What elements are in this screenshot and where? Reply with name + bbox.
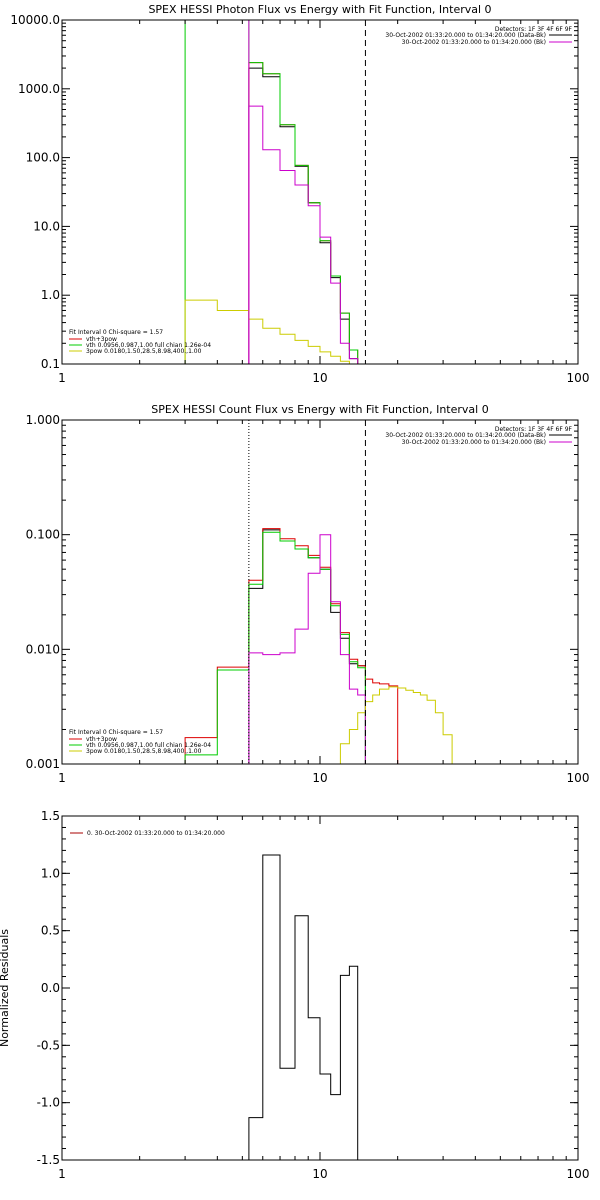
y-tick-label: 0.5 [41,924,60,938]
panel2-vline-group [248,420,366,764]
panel1-title: SPEX HESSI Photon Flux vs Energy with Fi… [148,3,491,16]
panel2-title: SPEX HESSI Count Flux vs Energy with Fit… [151,403,488,416]
y-tick-label: 10000.0 [10,13,60,27]
photon-flux-panel: SPEX HESSI Photon Flux vs Energy with Fi… [10,3,589,385]
count-series-line [339,686,461,765]
panel3-legend-text: 0. 30-Oct-2002 01:33:20.000 to 01:34:20.… [87,830,225,837]
panel1-legend-bk-text: 30-Oct-2002 01:33:20.000 to 01:34:20.000… [402,39,546,46]
panel2-legend-bk-text: 30-Oct-2002 01:33:20.000 to 01:34:20.000… [402,439,546,446]
y-tick-label: 1.0 [41,866,60,880]
panel2-legend-right: Detectors: 1F 3F 4F 6F 9F 30-Oct-2002 01… [385,426,572,446]
panel2-legend-vth3pow-text: vth+3pow [86,736,117,743]
photon-series-line [184,19,366,365]
y-tick-label: 0.100 [26,528,60,542]
y-tick-label: 0.010 [26,642,60,656]
panel3-legend: 0. 30-Oct-2002 01:33:20.000 to 01:34:20.… [70,830,225,837]
photon-series-line [184,299,366,365]
panel1-axes: 1 10 100 0.1 1.0 10.0 100.0 1000.0 10000.0 [10,13,589,385]
photon-series-line [248,105,366,365]
y-tick-label: 0.0 [41,981,60,995]
panel1-frame [61,19,579,365]
panel2-legend-data-text: 30-Oct-2002 01:33:20.000 to 01:34:20.000… [385,432,546,439]
panel1-legend-vth3pow-text: vth+3pow [86,336,117,343]
y-tick-label: -1.0 [37,1096,60,1110]
y-tick-label: 1.5 [41,809,60,823]
residuals-line [248,854,366,1161]
panel1-legend-data-text: 30-Oct-2002 01:33:20.000 to 01:34:20.000… [385,32,546,39]
panel2-fit-header: Fit Interval 0 Chi-square = 1.57 [69,729,163,736]
panel2-legend-vth-text: vth 0.0956,0.987,1.00 full chian 1.26e-0… [86,742,211,749]
panel3-ylabel: Normalized Residuals [0,929,11,1047]
y-tick-label: 0.001 [26,757,60,771]
y-tick-label: -0.5 [37,1038,60,1052]
x-tick-label: 100 [567,371,590,385]
panel2-legend-left: Fit Interval 0 Chi-square = 1.57 vth+3po… [69,729,211,755]
panel1-legend-3pow-text: 3pow 0.0180,1.50,28.5,8.98,400.,1.00 [86,348,202,355]
panel2-series-group [184,528,461,765]
panel3-frame [61,815,579,1161]
panel1-vline-group [248,20,366,364]
panel2-detectors-label: Detectors: 1F 3F 4F 6F 9F [495,426,573,433]
count-series-line [248,529,366,764]
y-tick-label: 1.000 [26,413,60,427]
x-tick-label: 10 [312,771,327,785]
x-tick-label: 1 [58,771,66,785]
photon-series-line [248,67,366,365]
count-series-line [184,531,366,764]
count-flux-panel: SPEX HESSI Count Flux vs Energy with Fit… [26,403,590,785]
y-tick-label: 0.1 [41,357,60,371]
y-tick-label: -1.5 [37,1153,60,1167]
x-tick-label: 100 [567,1167,590,1181]
panel1-legend-left: Fit Interval 0 Chi-square = 1.57 vth+3po… [69,329,211,355]
y-tick-label: 1.0 [41,288,60,302]
x-tick-label: 10 [312,1167,327,1181]
residuals-panel: 1 10 100 -1.5 -1.0 -0.5 0.0 0.5 1.0 1.5 Normalize… [0,809,589,1181]
y-tick-label: 10.0 [33,219,60,233]
panel3-series-group [248,854,366,1161]
y-tick-label: 1000.0 [18,82,60,96]
x-tick-label: 100 [567,771,590,785]
x-tick-label: 10 [312,371,327,385]
panel2-frame [61,419,579,765]
panel2-axes: 1 10 100 0.001 0.010 0.100 1.000 [26,413,590,785]
y-tick-label: 100.0 [26,151,60,165]
panel1-fit-header: Fit Interval 0 Chi-square = 1.57 [69,329,163,336]
panel1-legend-right: Detectors: 1F 3F 4F 6F 9F 30-Oct-2002 01… [385,26,572,46]
panel3-axes: 1 10 100 -1.5 -1.0 -0.5 0.0 0.5 1.0 1.5 [37,809,590,1181]
panel1-detectors-label: Detectors: 1F 3F 4F 6F 9F [495,26,573,33]
panel1-legend-vth-text: vth 0.0956,0.987,1.00 full chian 1.26e-0… [86,342,211,349]
x-tick-label: 1 [58,371,66,385]
count-series-line [248,534,366,764]
panel2-legend-3pow-text: 3pow 0.0180,1.50,28.5,8.98,400.,1.00 [86,748,202,755]
panel1-series-group [184,19,366,365]
x-tick-label: 1 [58,1167,66,1181]
